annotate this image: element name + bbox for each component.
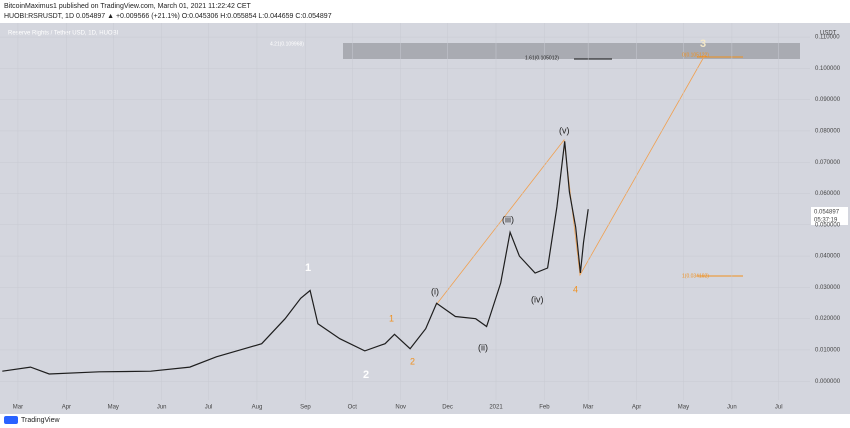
author-line: BitcoinMaximus1 published on TradingView… — [4, 3, 252, 10]
y-tick-label: 0.040000 — [815, 254, 841, 260]
last-price: 0.054897 — [814, 210, 840, 216]
fib-zone — [343, 43, 800, 59]
x-tick-label: Apr — [632, 405, 641, 411]
x-tick-label: Jun — [157, 405, 167, 411]
wave-label: (iii) — [502, 214, 514, 224]
x-tick-label: Aug — [252, 405, 263, 411]
x-tick-label: Jun — [727, 405, 737, 411]
wave-label: (v) — [559, 125, 570, 135]
fib-label: 1.61(0.105012) — [525, 55, 559, 61]
wave-label: (i) — [431, 286, 439, 296]
wave-label: 2 — [410, 356, 415, 366]
x-tick-label: Dec — [442, 405, 453, 411]
fib-label: 1(0.034192) — [682, 273, 709, 279]
wave-label: 1 — [305, 262, 311, 274]
x-tick-label: May — [678, 405, 689, 411]
y-tick-label: 0.080000 — [815, 129, 841, 135]
x-tick-label: Mar — [13, 405, 23, 411]
x-tick-label: Sep — [300, 405, 311, 411]
price-tag — [811, 207, 848, 225]
symbol-line: HUOBI:RSRUSDT, 1D 0.054897 ▲ +0.009566 (… — [4, 13, 332, 20]
price-line — [2, 141, 589, 375]
y-tick-label: 0.050000 — [815, 222, 841, 228]
wave-label: (ii) — [478, 342, 488, 352]
fib-label: 4.21(0.109968) — [270, 41, 304, 47]
wave-label: 4 — [573, 284, 578, 294]
plot-bg — [0, 23, 810, 400]
y-tick-label: 0.100000 — [815, 66, 841, 72]
x-tick-label: 2021 — [489, 405, 503, 411]
y-tick-label: 0.010000 — [815, 348, 841, 354]
y-tick-label: 0.090000 — [815, 97, 841, 103]
y-tick-label: 0.070000 — [815, 160, 841, 166]
wave-label: 2 — [363, 369, 369, 381]
wave-label: 3 — [700, 38, 706, 50]
x-tick-label: Oct — [348, 405, 358, 411]
chart-title: Reserve Rights / Tether USD, 1D, HUOBI — [8, 31, 119, 37]
plot — [0, 23, 810, 400]
y-tick-label: 0.020000 — [815, 316, 841, 322]
brand-logo — [4, 416, 18, 424]
countdown: 05:37:19 — [814, 218, 838, 224]
x-tick-label: May — [108, 405, 119, 411]
y-tick-label: 0.000000 — [815, 379, 841, 385]
x-tick-label: Apr — [62, 405, 71, 411]
fib-label: 0(0.105122) — [682, 52, 709, 58]
brand: TradingView — [21, 417, 60, 424]
x-tick-label: Jul — [775, 405, 783, 411]
time-axis-bg — [0, 400, 850, 414]
x-tick-label: Mar — [583, 405, 593, 411]
y-tick-label: 0.110000 — [815, 35, 840, 41]
y-tick-label: 0.030000 — [815, 285, 841, 291]
x-tick-label: Feb — [539, 405, 550, 411]
wave-label: 1 — [389, 313, 394, 323]
y-unit: USDT — [820, 31, 837, 37]
x-tick-label: Jul — [205, 405, 213, 411]
wave-label: (iv) — [531, 294, 544, 304]
x-tick-label: Nov — [395, 405, 406, 411]
y-tick-label: 0.060000 — [815, 191, 841, 197]
